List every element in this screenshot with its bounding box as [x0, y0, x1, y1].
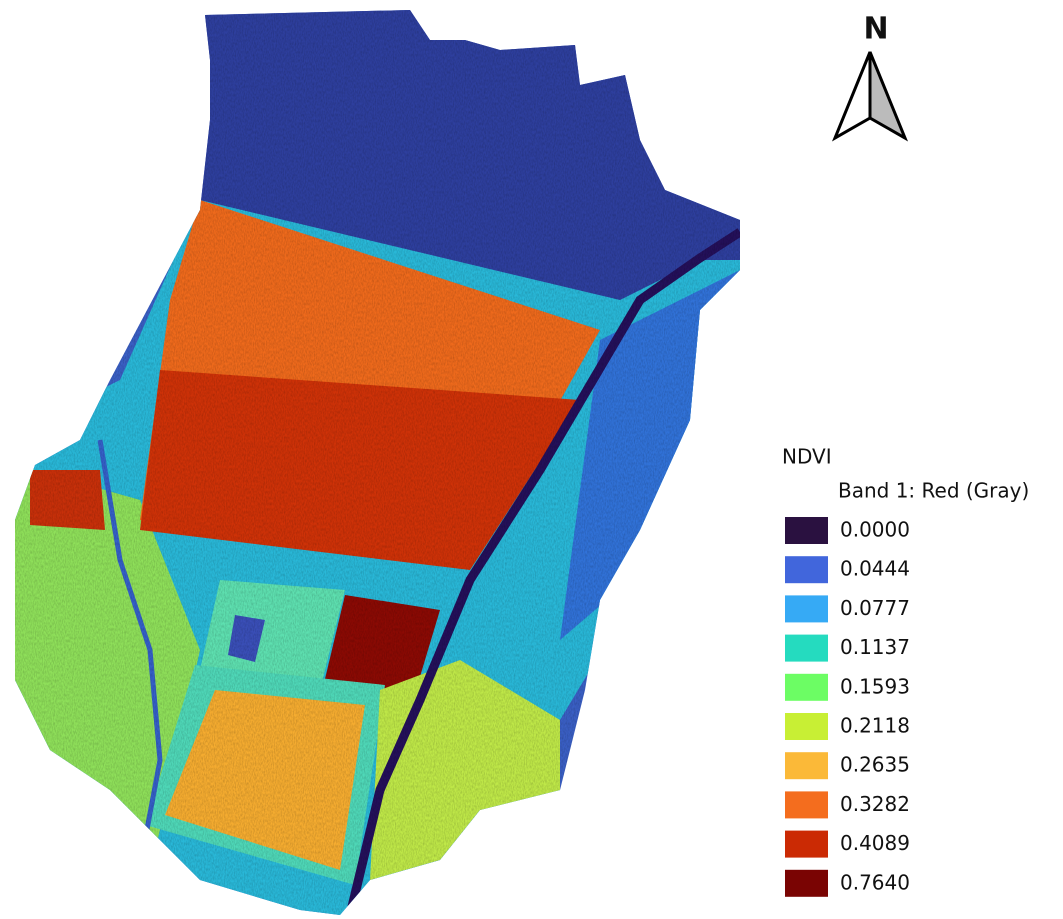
legend-swatch — [785, 556, 828, 584]
legend-label: 0.1593 — [840, 674, 910, 698]
legend-label: 0.0000 — [840, 518, 910, 542]
legend-swatch — [785, 752, 828, 780]
legend-swatch — [785, 634, 828, 662]
north-arrow: N — [831, 12, 909, 142]
legend-swatch — [785, 713, 828, 740]
legend-swatch — [785, 869, 828, 897]
legend-label: 0.2635 — [840, 753, 910, 777]
ndvi-raster — [15, 10, 740, 915]
legend-label: 0.1137 — [840, 635, 910, 659]
legend-swatch — [785, 595, 828, 623]
legend-swatch — [785, 517, 828, 544]
legend-label: 0.4089 — [840, 831, 910, 855]
legend-label: 0.0777 — [840, 596, 910, 620]
legend-swatch — [785, 830, 828, 858]
legend-label: 0.2118 — [840, 714, 910, 738]
legend-swatch — [785, 791, 828, 819]
north-label: N — [863, 12, 888, 47]
legend-swatch — [785, 673, 828, 701]
legend-label: 0.3282 — [840, 792, 910, 816]
legend-subtitle: Band 1: Red (Gray) — [838, 479, 1029, 503]
legend-label: 0.7640 — [840, 870, 910, 894]
legend-title: NDVI — [782, 445, 832, 469]
legend: NDVI Band 1: Red (Gray) 0.0000 0.0444 0.07… — [782, 445, 1029, 897]
legend-label: 0.0444 — [840, 557, 910, 581]
